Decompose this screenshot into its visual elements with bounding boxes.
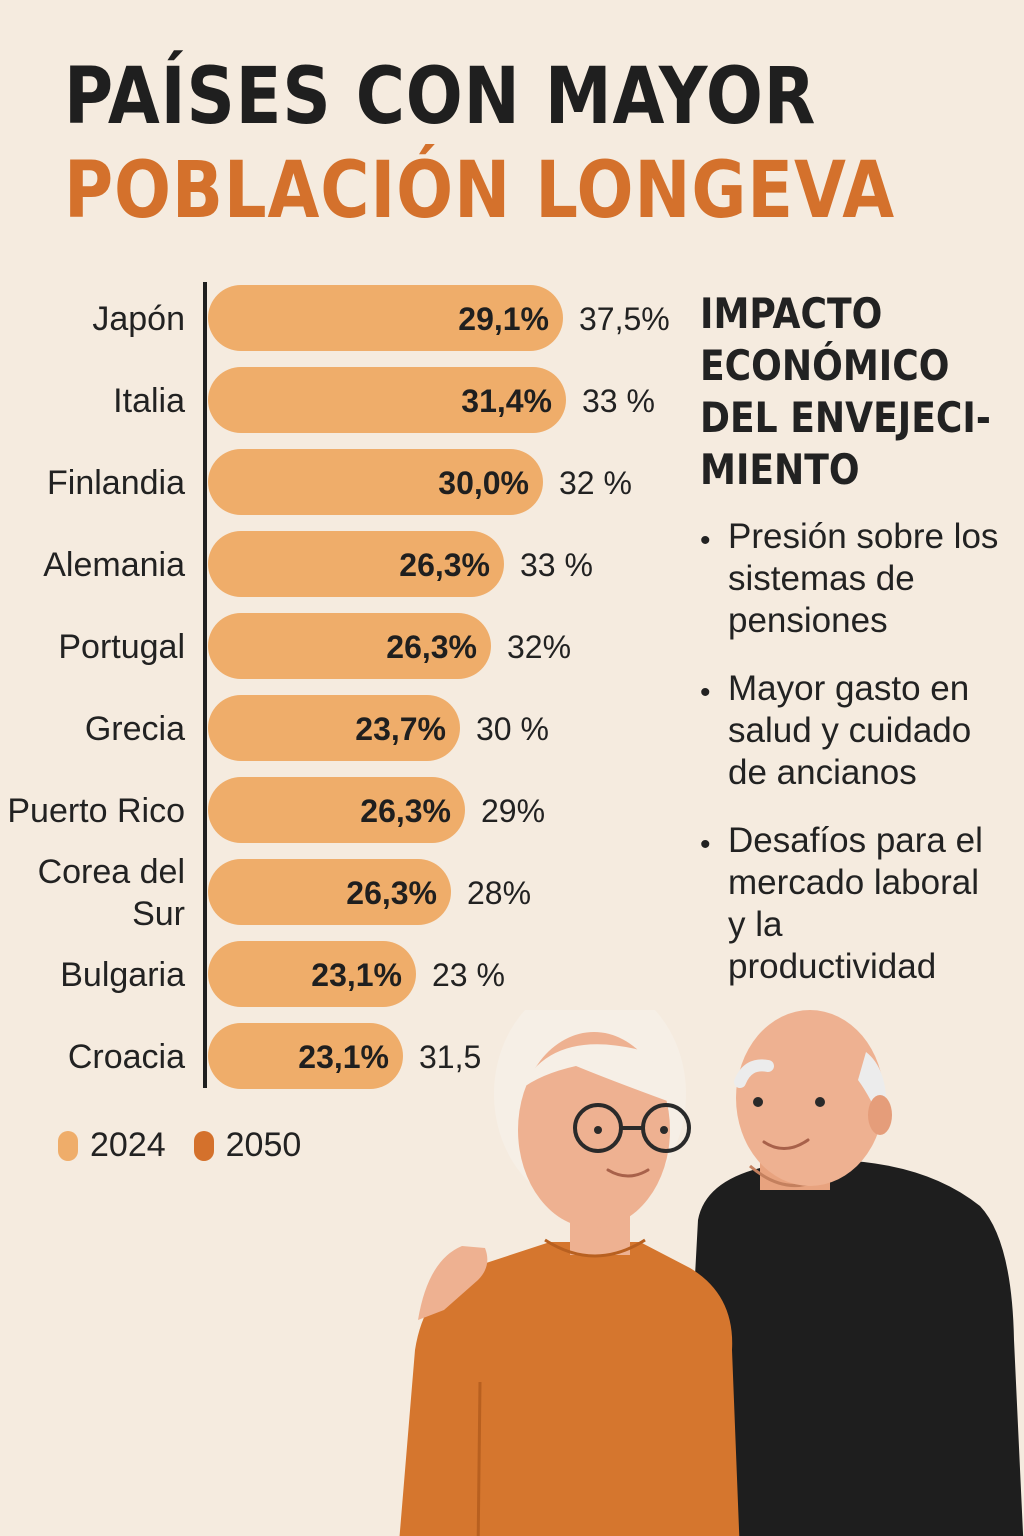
impact-title: IMPACTO ECONÓMICO DEL ENVEJECI- MIENTO (700, 288, 991, 496)
data-label-2024: 23,7% (355, 711, 446, 747)
bar-2024 (208, 449, 543, 515)
data-label-2050: 30 % (476, 711, 549, 747)
woman-bangs (520, 1044, 670, 1102)
data-label-2050: 23 % (432, 957, 505, 993)
data-label-2024: 26,3% (399, 547, 490, 583)
impact-title-line: IMPACTO (700, 289, 883, 338)
legend-swatch-2024 (58, 1130, 78, 1161)
legend-item-2024: 2024 (58, 1126, 166, 1165)
page-title-line-2: POBLACIÓN LONGEVA (64, 146, 895, 236)
data-label-2050: 29% (481, 793, 545, 829)
bar-chart: Japón 29,1% 37,5% Italia 31,4% 33 % Finlandia 3… (7, 282, 670, 1089)
category-label: Corea del (38, 853, 185, 891)
bullet-icon: • (700, 828, 711, 861)
man-hand-on-shoulder (418, 1246, 488, 1320)
category-label: Japón (92, 300, 185, 338)
impact-title-line: DEL ENVEJECI- (700, 393, 991, 442)
category-label: Italia (113, 382, 185, 420)
woman-smile (606, 1168, 650, 1178)
bar-2024 (208, 531, 504, 597)
man-eye (815, 1097, 825, 1107)
category-label: Alemania (43, 546, 185, 584)
impact-panel: IMPACTO ECONÓMICO DEL ENVEJECI- MIENTO •… (700, 288, 1000, 1014)
woman-sleeve-fold (476, 1381, 482, 1536)
impact-list: • Presión sobre los sistemas de pensione… (700, 516, 1000, 988)
impact-point-text: Desafíos para el mercado laboral y la pr… (728, 821, 983, 986)
bar-2024 (208, 613, 491, 679)
page-title-line-1: PAÍSES CON MAYOR (64, 52, 817, 142)
data-label-2050: 28% (467, 875, 531, 911)
category-label: Finlandia (47, 464, 185, 502)
bar-2024 (208, 777, 465, 843)
impact-point-text: Presión sobre los sistemas de pensiones (728, 517, 999, 640)
data-label-2024: 23,1% (311, 957, 402, 993)
elderly-woman (399, 1010, 740, 1536)
impact-point: • Presión sobre los sistemas de pensione… (700, 516, 1000, 642)
impact-point: • Desafíos para el mercado laboral y la … (700, 820, 1000, 988)
man-eyebrow-white (734, 1059, 774, 1088)
data-label-2024: 29,1% (458, 301, 549, 337)
data-label-2024: 23,1% (298, 1039, 389, 1075)
bar-2024 (208, 941, 416, 1007)
legend-label-2024: 2024 (90, 1126, 166, 1164)
woman-collar (544, 1238, 646, 1258)
category-label: Portugal (58, 628, 185, 666)
woman-eye (594, 1126, 602, 1134)
elderly-couple-illustration (399, 1010, 1024, 1536)
impact-title-line: ECONÓMICO (700, 341, 950, 390)
category-label: Sur (132, 895, 185, 933)
category-label: Croacia (68, 1038, 185, 1076)
data-label-2024: 26,3% (360, 793, 451, 829)
category-label: Bulgaria (60, 956, 185, 994)
bar-2024 (208, 695, 460, 761)
bar-2024 (208, 859, 451, 925)
impact-title-line: MIENTO (700, 445, 860, 494)
data-label-2050: 31,5 (419, 1039, 481, 1075)
bar-2024 (208, 367, 566, 433)
impact-point: • Mayor gasto en salud y cuidado de anci… (700, 668, 1000, 794)
bullet-icon: • (700, 524, 711, 557)
data-label-2050: 33 % (582, 383, 655, 419)
man-head (736, 1010, 884, 1186)
chart-legend: 2024 2050 (58, 1126, 301, 1165)
man-smile (762, 1138, 810, 1150)
man-ear (868, 1095, 892, 1135)
bullet-icon: • (700, 676, 711, 709)
bar-2024 (208, 285, 563, 351)
category-label: Puerto Rico (7, 792, 185, 830)
category-label: Grecia (85, 710, 185, 748)
man-sweater (681, 1160, 1024, 1536)
data-label-2050: 37,5% (579, 301, 670, 337)
legend-item-2050: 2050 (193, 1126, 302, 1165)
data-label-2050: 33 % (520, 547, 593, 583)
impact-point-text: Mayor gasto en salud y cuidado de ancian… (728, 669, 972, 792)
woman-sweater (399, 1242, 740, 1536)
legend-label-2050: 2050 (225, 1126, 302, 1164)
data-label-2024: 30,0% (438, 465, 529, 501)
man-eye (753, 1097, 763, 1107)
data-label-2050: 32% (507, 629, 571, 665)
data-label-2050: 32 % (559, 465, 632, 501)
woman-eye (660, 1126, 668, 1134)
data-label-2024: 26,3% (386, 629, 477, 665)
legend-swatch-2050 (193, 1130, 214, 1161)
data-label-2024: 26,3% (346, 875, 437, 911)
data-label-2024: 31,4% (461, 383, 552, 419)
elderly-man (681, 1010, 1024, 1536)
bar-2024 (208, 1023, 403, 1089)
